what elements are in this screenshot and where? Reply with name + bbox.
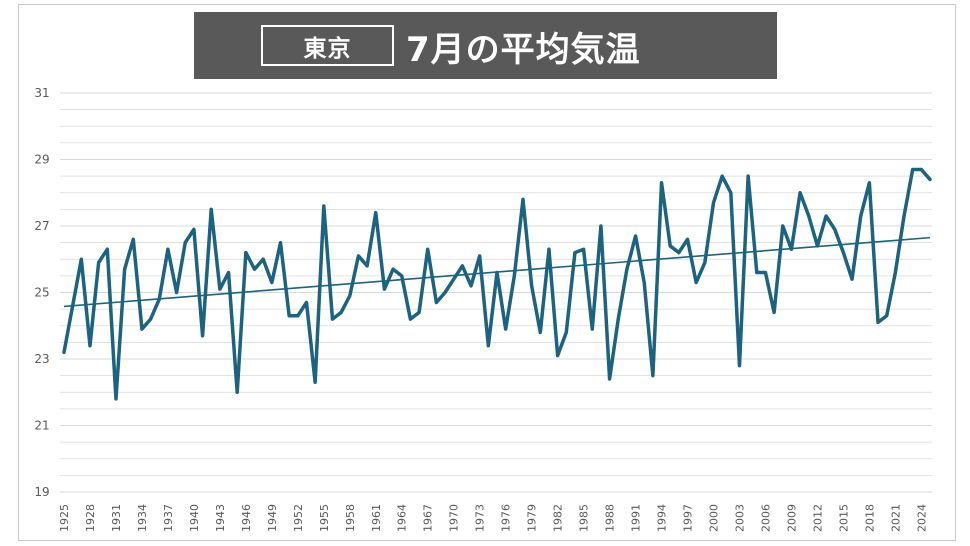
x-axis-ticks: 1925 1928 1931 1934 1937 1940 1943 1946 1949 1952… <box>58 504 928 532</box>
x-tick-label: 1934 <box>136 504 149 532</box>
y-tick-label: 19 <box>34 485 49 499</box>
x-tick-label: 2003 <box>733 504 746 532</box>
x-tick-label: 1985 <box>578 504 591 532</box>
y-axis-ticks: 19 21 23 25 27 29 31 <box>34 86 49 499</box>
x-tick-label: 2018 <box>863 504 876 532</box>
y-tick-label: 21 <box>34 419 49 433</box>
x-tick-label: 1958 <box>344 504 357 532</box>
grid-lines <box>60 92 932 493</box>
x-tick-label: 1988 <box>604 504 617 532</box>
x-tick-label: 1964 <box>396 504 409 532</box>
x-tick-label: 1991 <box>630 504 643 532</box>
series-group <box>62 167 932 401</box>
x-tick-label: 1943 <box>214 504 227 532</box>
temperature-series-line <box>62 167 932 401</box>
x-tick-label: 1949 <box>266 504 279 532</box>
x-tick-label: 1979 <box>526 504 539 532</box>
x-tick-label: 2006 <box>759 504 772 532</box>
x-tick-label: 1928 <box>84 504 97 532</box>
x-tick-label: 2012 <box>811 504 824 532</box>
x-tick-label: 2000 <box>708 504 721 532</box>
x-tick-label: 2015 <box>837 504 850 532</box>
x-tick-label: 1940 <box>188 504 201 532</box>
x-tick-label: 2024 <box>915 504 928 532</box>
x-tick-label: 1952 <box>292 504 305 532</box>
y-tick-label: 29 <box>34 153 49 167</box>
y-tick-label: 23 <box>34 352 49 366</box>
x-tick-label: 1925 <box>58 504 71 532</box>
city-label: 東京 <box>261 25 394 66</box>
chart-title: 7月の平均気温 <box>406 29 641 70</box>
x-tick-label: 1931 <box>110 504 123 532</box>
x-tick-label: 1967 <box>422 504 435 532</box>
title-banner <box>194 12 777 79</box>
y-tick-label: 27 <box>34 219 49 233</box>
x-tick-label: 1994 <box>656 504 669 532</box>
y-tick-label: 25 <box>34 286 49 300</box>
x-tick-label: 1973 <box>474 504 487 532</box>
x-tick-label: 2021 <box>889 504 902 532</box>
x-tick-label: 1976 <box>500 504 513 532</box>
x-tick-label: 1982 <box>552 504 565 532</box>
x-tick-label: 1997 <box>682 504 695 532</box>
x-tick-label: 1937 <box>162 504 175 532</box>
y-tick-label: 31 <box>34 86 49 100</box>
x-tick-label: 1970 <box>448 504 461 532</box>
x-tick-label: 2009 <box>785 504 798 532</box>
x-tick-label: 1961 <box>370 504 383 532</box>
x-tick-label: 1946 <box>240 504 253 532</box>
x-tick-label: 1955 <box>318 504 331 532</box>
